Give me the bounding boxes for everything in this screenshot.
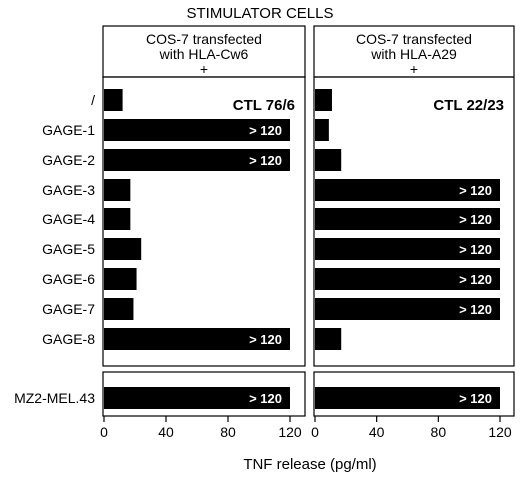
bar (104, 179, 131, 201)
x-tick-label: 0 (311, 424, 319, 440)
x-tick-label: 40 (158, 424, 174, 440)
category-label: GAGE-6 (42, 271, 95, 287)
bar-label: > 120 (459, 391, 492, 406)
panel-frame (102, 76, 306, 367)
x-tick-label: 40 (369, 424, 385, 440)
bar (104, 89, 123, 111)
bar (104, 119, 290, 141)
bar (315, 298, 500, 320)
bar (104, 238, 142, 260)
category-label: GAGE-1 (42, 122, 95, 138)
bar (104, 208, 131, 230)
panel-frame (313, 76, 515, 367)
bar-label: > 120 (459, 302, 492, 317)
category-label: GAGE-2 (42, 152, 95, 168)
bar-label: > 120 (459, 242, 492, 257)
bar (104, 268, 137, 290)
panel-annotation: CTL 22/23 (433, 97, 504, 114)
panel-annotation: CTL 76/6 (233, 97, 295, 114)
x-axis-label: TNF release (pg/ml) (243, 456, 376, 473)
x-tick-label: 120 (488, 424, 512, 440)
panel-header-line: + (410, 61, 418, 77)
bar (104, 149, 290, 171)
x-tick-label: 80 (220, 424, 236, 440)
bar (315, 179, 500, 201)
x-tick-label: 80 (431, 424, 447, 440)
category-label: GAGE-3 (42, 182, 95, 198)
x-tick-label: 0 (100, 424, 108, 440)
panel-header-line: with HLA-Cw6 (159, 46, 249, 62)
panel-header-line: COS-7 transfected (356, 31, 472, 47)
x-tick-label: 120 (278, 424, 302, 440)
category-label: MZ2-MEL.43 (14, 390, 95, 406)
bar (315, 119, 329, 141)
bar (315, 268, 500, 290)
bar (104, 328, 290, 350)
category-label: GAGE-8 (42, 331, 95, 347)
bar-label: > 120 (459, 212, 492, 227)
bar-label: > 120 (249, 123, 282, 138)
category-label: / (91, 92, 95, 108)
bar-label: > 120 (249, 332, 282, 347)
bar (104, 387, 290, 409)
bar-label: > 120 (249, 391, 282, 406)
bar (315, 238, 500, 260)
panel-lower-frame (313, 371, 515, 417)
panel-lower-frame (102, 371, 306, 417)
category-label: GAGE-7 (42, 301, 95, 317)
bar (315, 387, 500, 409)
bar (315, 89, 332, 111)
category-label: GAGE-4 (42, 211, 95, 227)
bar (104, 298, 134, 320)
bar (315, 208, 500, 230)
panel-header-line: + (200, 61, 208, 77)
bar (315, 328, 342, 350)
category-label: GAGE-5 (42, 241, 95, 257)
bar-label: > 120 (459, 272, 492, 287)
panel-header-line: with HLA-A29 (370, 46, 457, 62)
bar-label: > 120 (459, 183, 492, 198)
panel-header-line: COS-7 transfected (146, 31, 262, 47)
bar (315, 149, 342, 171)
chart-title: STIMULATOR CELLS (187, 5, 334, 22)
bar-label: > 120 (249, 153, 282, 168)
